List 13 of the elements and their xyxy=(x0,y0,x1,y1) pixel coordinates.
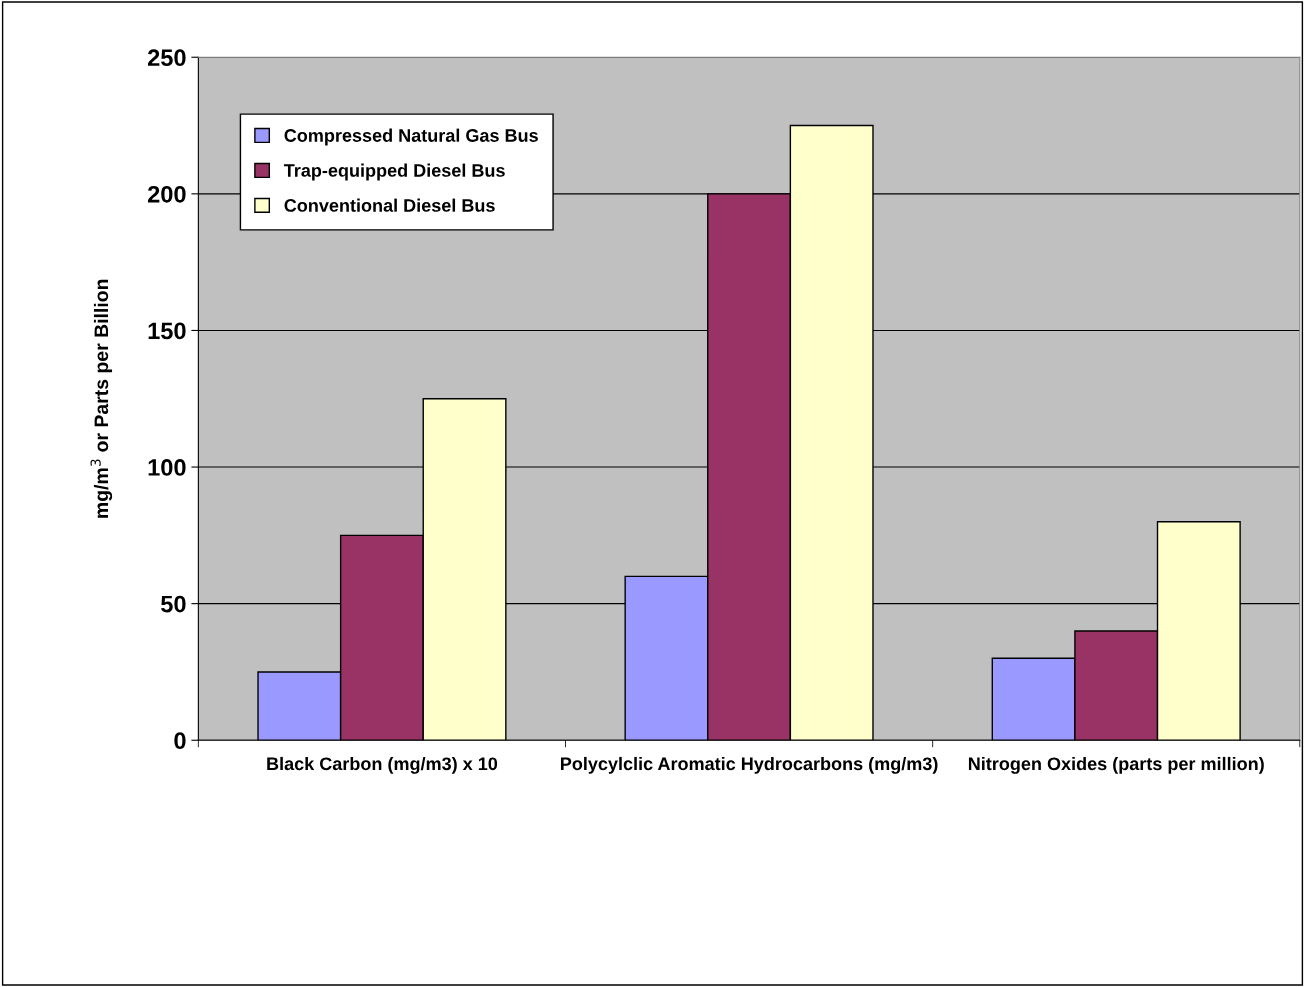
legend-label: Compressed Natural Gas Bus xyxy=(284,128,538,146)
legend-label: Trap-equipped Diesel Bus xyxy=(283,163,505,181)
legend-label: Conventional Diesel Bus xyxy=(284,198,495,212)
y-tick-label: 0 xyxy=(174,732,186,750)
y-tick-label: 200 xyxy=(147,185,186,203)
x-tick-label: Black Carbon (mg/m3) x 10 xyxy=(267,756,498,774)
x-tick-label: Nitrogen Oxides (parts per million) xyxy=(968,756,1264,774)
y-tick-label: 100 xyxy=(148,459,186,476)
y-tick-label: 50 xyxy=(161,595,186,613)
y-tick-label: 250 xyxy=(147,49,186,67)
x-tick-label: Polycylclic Aromatic Hydrocarbons (mg/m3) xyxy=(560,756,938,774)
y-axis-title: mg/m$^{3}$ or Parts per Billion xyxy=(90,279,113,518)
y-tick-label: 150 xyxy=(148,322,186,340)
